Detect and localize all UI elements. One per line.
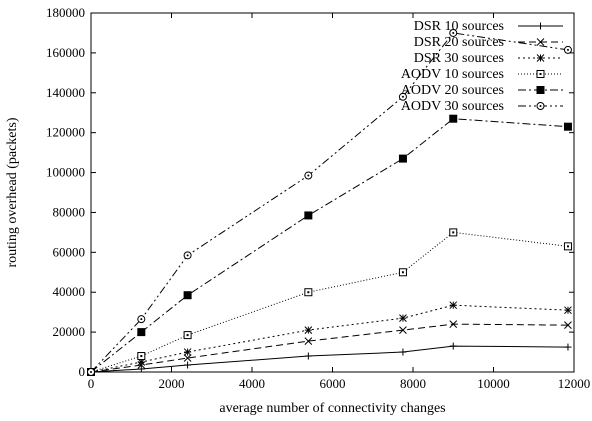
y-tick-label: 160000 xyxy=(46,45,85,60)
legend-entry: DSR 30 sources xyxy=(414,51,563,66)
y-tick-label: 180000 xyxy=(46,5,85,20)
data-point xyxy=(536,102,545,110)
data-point xyxy=(449,228,458,237)
data-point xyxy=(304,337,313,345)
data-point xyxy=(537,22,544,30)
data-point xyxy=(183,348,192,356)
series-line xyxy=(90,118,568,373)
y-tick-label: 20000 xyxy=(53,324,86,339)
y-tick-label: 40000 xyxy=(53,284,86,299)
y-tick-label: 100000 xyxy=(46,165,85,180)
data-point xyxy=(184,361,192,369)
series-4 xyxy=(87,228,572,376)
series-6 xyxy=(87,28,572,376)
data-point xyxy=(564,343,572,351)
y-axis-label: routing overhead (packets) xyxy=(5,117,20,267)
data-point xyxy=(563,45,572,54)
x-tick-label: 6000 xyxy=(320,376,346,391)
data-point xyxy=(398,154,407,163)
data-point xyxy=(183,354,192,362)
series-5 xyxy=(87,114,572,376)
data-point xyxy=(449,28,458,37)
x-tick-label: 10000 xyxy=(477,376,510,391)
series-line xyxy=(90,345,568,373)
data-point xyxy=(304,352,312,360)
data-point xyxy=(183,251,192,260)
series-1 xyxy=(87,342,572,376)
data-point xyxy=(536,54,545,62)
x-tick-label: 2000 xyxy=(159,376,185,391)
data-point xyxy=(536,38,545,46)
data-point xyxy=(137,365,145,373)
axis-ticks: 0 2000 4000 6000 8000 10000 120000200004000060… xyxy=(46,5,590,391)
y-tick-label: 60000 xyxy=(53,244,86,259)
x-tick-label: 12000 xyxy=(558,376,591,391)
y-tick-label: 0 xyxy=(79,364,86,379)
y-tick-label: 120000 xyxy=(46,125,85,140)
data-point xyxy=(563,242,572,251)
data-point xyxy=(536,70,545,78)
x-tick-label: 4000 xyxy=(239,376,265,391)
series-line xyxy=(90,323,568,373)
legend-label: AODV 20 sources xyxy=(401,83,504,98)
data-point xyxy=(137,315,146,324)
series-3 xyxy=(87,301,572,376)
data-point xyxy=(137,328,146,337)
data-point xyxy=(304,326,313,334)
data-point xyxy=(449,320,458,328)
x-tick-label: 8000 xyxy=(400,376,426,391)
data-point xyxy=(564,306,572,315)
legend-label: DSR 30 sources xyxy=(414,51,504,66)
x-axis-label: average number of connectivity changes xyxy=(219,401,445,416)
data-point xyxy=(399,348,407,356)
legend-entry: DSR 20 sources xyxy=(414,35,563,50)
data-point xyxy=(564,321,572,329)
data-point xyxy=(399,326,407,334)
data-point xyxy=(399,314,407,323)
legend-label: AODV 10 sources xyxy=(401,67,504,82)
data-point xyxy=(398,268,407,277)
y-tick-label: 140000 xyxy=(46,85,85,100)
data-point xyxy=(449,114,458,123)
legend-label: DSR 10 sources xyxy=(414,19,504,34)
series-layer xyxy=(87,28,572,376)
x-tick-label: 0 xyxy=(88,376,95,391)
data-point xyxy=(87,368,95,376)
legend-entry: AODV 20 sources xyxy=(401,83,563,98)
legend-entry: DSR 10 sources xyxy=(414,19,563,34)
data-point xyxy=(183,331,192,340)
data-point xyxy=(304,171,313,180)
data-point xyxy=(304,288,313,297)
series-line xyxy=(90,231,569,373)
legend-label: DSR 20 sources xyxy=(414,35,504,50)
legend-entry: AODV 10 sources xyxy=(401,67,563,82)
data-point xyxy=(137,352,146,361)
data-point xyxy=(563,122,572,131)
data-point xyxy=(449,301,458,310)
data-point xyxy=(398,92,407,101)
data-point xyxy=(449,342,457,350)
data-point xyxy=(536,86,545,94)
legend-entry: AODV 30 sources xyxy=(401,99,563,114)
y-tick-label: 80000 xyxy=(53,204,86,219)
data-point xyxy=(304,211,313,220)
data-point xyxy=(183,291,192,300)
legend-label: AODV 30 sources xyxy=(401,99,504,114)
